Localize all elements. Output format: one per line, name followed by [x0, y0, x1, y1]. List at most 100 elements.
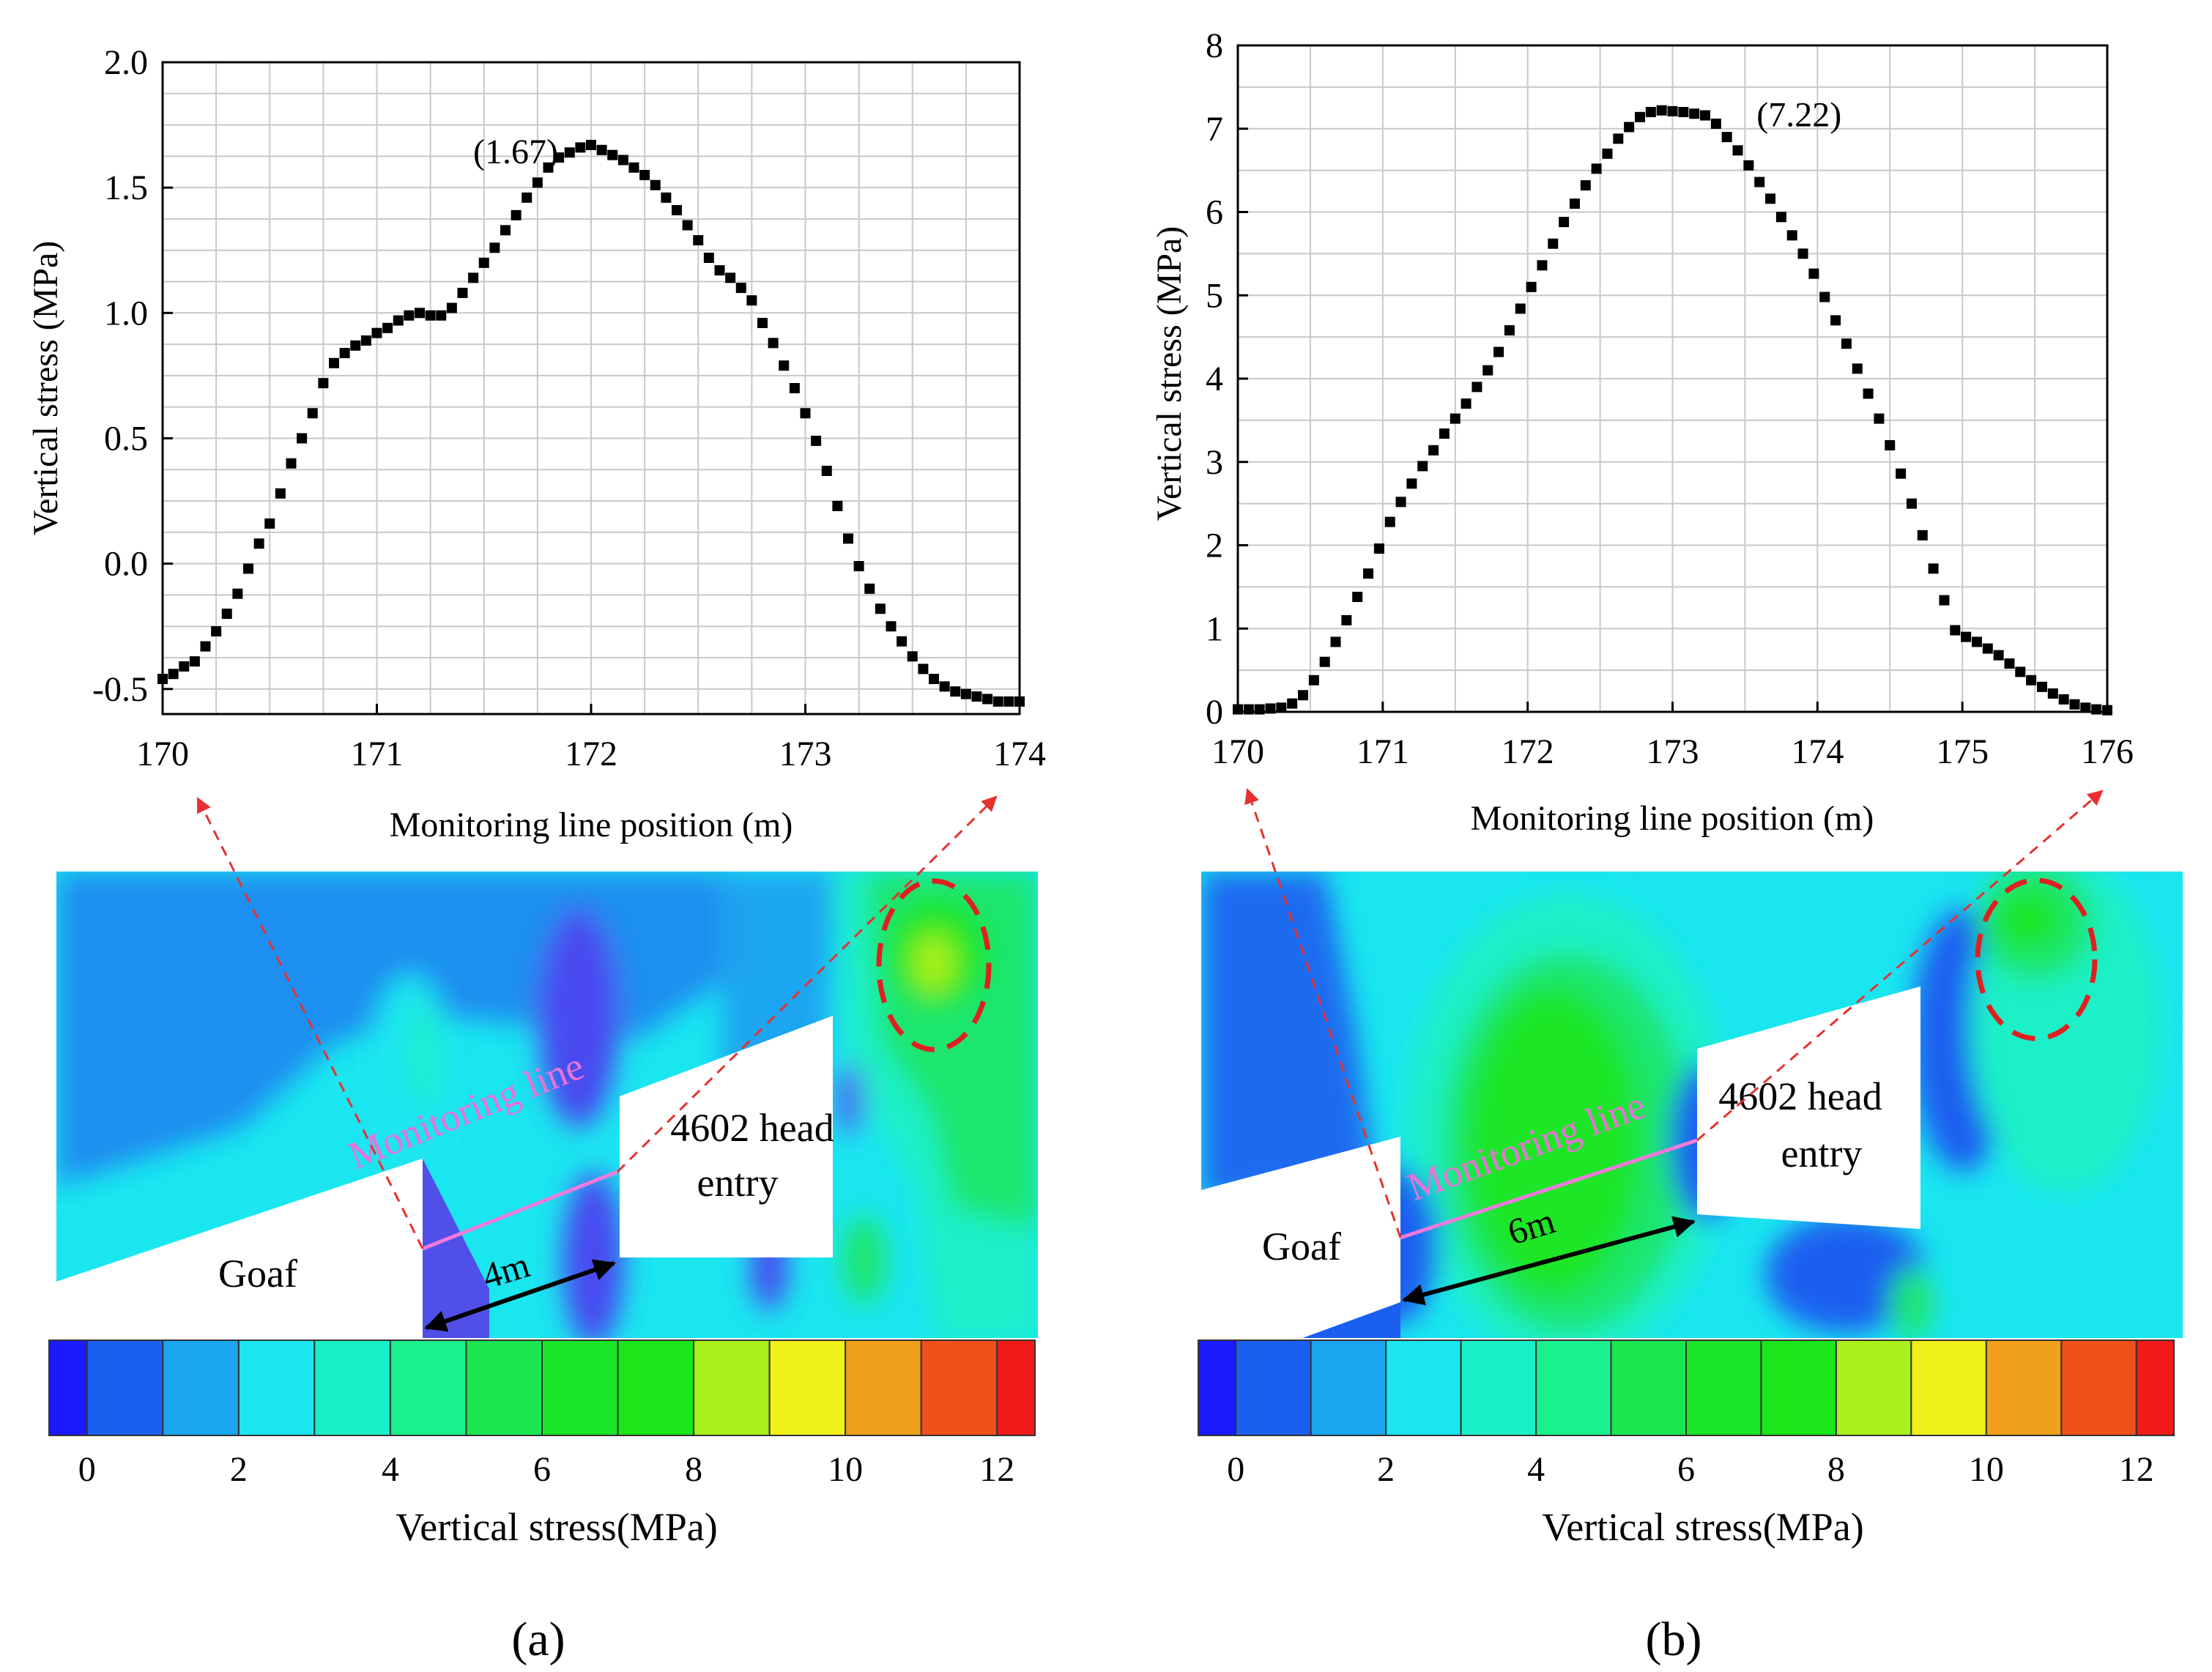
x-tick-label: 173 — [1647, 732, 1699, 771]
colorbar-tick-label: 6 — [533, 1450, 551, 1489]
data-point — [811, 435, 822, 446]
colorbar-swatch — [465, 1340, 543, 1436]
y-tick-label: 8 — [1206, 26, 1223, 65]
data-point — [2047, 688, 2058, 699]
data-point — [617, 155, 628, 166]
colorbar-tick-label: 8 — [685, 1450, 702, 1489]
colorbar-swatch — [389, 1340, 467, 1436]
chart-b-ticks: 170 171 172 173 174 175 176 0 1 2 3 4 5 6 7 8 — [1206, 26, 2134, 771]
y-tick-label: 3 — [1206, 443, 1223, 482]
colorbar-swatch — [617, 1340, 695, 1436]
entry-label-line2-b: entry — [1781, 1132, 1863, 1175]
data-point — [1896, 468, 1907, 479]
data-point — [1471, 382, 1482, 393]
data-point — [1319, 656, 1330, 667]
y-tick-label: 1 — [1206, 609, 1223, 648]
data-point — [682, 220, 693, 231]
data-point — [339, 348, 350, 359]
data-point — [2015, 666, 2026, 677]
y-tick-label: 5 — [1206, 276, 1223, 315]
data-point — [1493, 346, 1504, 357]
data-point — [457, 287, 468, 298]
data-point — [1591, 163, 1602, 174]
data-point — [960, 688, 971, 699]
data-point — [2069, 699, 2080, 710]
data-point — [1265, 703, 1276, 714]
colorbar-swatch — [1385, 1340, 1462, 1436]
data-point — [607, 149, 618, 160]
colorbar-tick-label: 8 — [1827, 1450, 1845, 1489]
y-tick-label: 2 — [1206, 527, 1223, 565]
data-point — [1537, 260, 1548, 271]
data-point — [554, 152, 565, 163]
data-point — [939, 681, 950, 692]
data-point — [1003, 696, 1014, 707]
goaf-label-a: Goaf — [218, 1252, 297, 1296]
dashed-arrow-left-a — [196, 797, 424, 1249]
data-point — [992, 696, 1003, 707]
data-point — [1515, 303, 1526, 314]
colorbar-swatch — [162, 1340, 240, 1436]
data-point — [1624, 122, 1635, 133]
data-point — [1406, 478, 1417, 489]
x-tick-label: 170 — [136, 735, 189, 773]
data-point — [693, 235, 704, 246]
entry-label-line1-b: 4602 head — [1718, 1074, 1882, 1118]
data-point — [468, 272, 479, 283]
data-point — [211, 626, 222, 637]
data-point — [1993, 650, 2004, 661]
data-point — [768, 338, 779, 349]
data-point — [1808, 268, 1819, 279]
colorbar-swatch — [1535, 1340, 1612, 1436]
entry-label-line2-a: entry — [697, 1161, 779, 1205]
y-tick-label: -0.5 — [92, 670, 148, 709]
data-point — [1971, 636, 1982, 647]
colorbar-swatch — [2060, 1340, 2137, 1436]
data-point — [1482, 365, 1493, 376]
data-point — [918, 664, 929, 675]
colorbar-tick-label: 2 — [230, 1450, 248, 1489]
data-point — [1363, 568, 1374, 579]
data-point — [1298, 690, 1309, 701]
data-point — [1678, 107, 1689, 117]
data-point — [329, 357, 339, 368]
data-point — [714, 265, 725, 276]
data-point — [1982, 643, 1993, 654]
x-tick-label: 176 — [2081, 732, 2134, 771]
data-point — [2026, 675, 2037, 685]
data-point — [1613, 133, 1624, 144]
data-point — [1754, 177, 1765, 187]
x-tick-label: 171 — [351, 735, 404, 773]
data-point — [1634, 111, 1645, 122]
monitoring-line-a — [422, 1170, 618, 1251]
data-point — [489, 242, 500, 253]
highlight-ellipse-b — [1975, 877, 2098, 1041]
data-point — [425, 310, 436, 321]
data-point — [1233, 704, 1243, 715]
data-point — [1548, 238, 1559, 249]
data-point — [1580, 180, 1591, 191]
data-point — [232, 588, 243, 599]
chart-a-y-axis-label: Vertical stress (MPa) — [26, 241, 65, 536]
data-point — [1656, 105, 1667, 116]
dashed-arrow-left-b — [1244, 788, 1402, 1238]
y-tick-label: 1.0 — [104, 294, 148, 332]
data-point — [1559, 217, 1570, 228]
distance-arrow-a — [424, 1259, 616, 1332]
data-point — [575, 142, 586, 153]
data-point — [1689, 108, 1700, 119]
y-tick-label: 4 — [1206, 360, 1223, 398]
colorbar-tick-label: 6 — [1677, 1450, 1695, 1489]
chart-b-y-axis-label: Vertical stress (MPa) — [1150, 226, 1189, 521]
data-point — [1330, 636, 1341, 647]
data-point — [1786, 230, 1797, 241]
data-point — [1917, 530, 1928, 540]
colorbar-tick-label: 2 — [1377, 1450, 1395, 1489]
head-entry-region-b — [1697, 987, 1920, 1229]
data-point — [382, 322, 393, 333]
data-point — [628, 162, 639, 173]
colorbar-b: 0 2 4 6 8 10 12 — [1198, 1340, 2175, 1489]
colorbar-swatch — [1685, 1340, 1762, 1436]
data-point — [221, 609, 232, 620]
